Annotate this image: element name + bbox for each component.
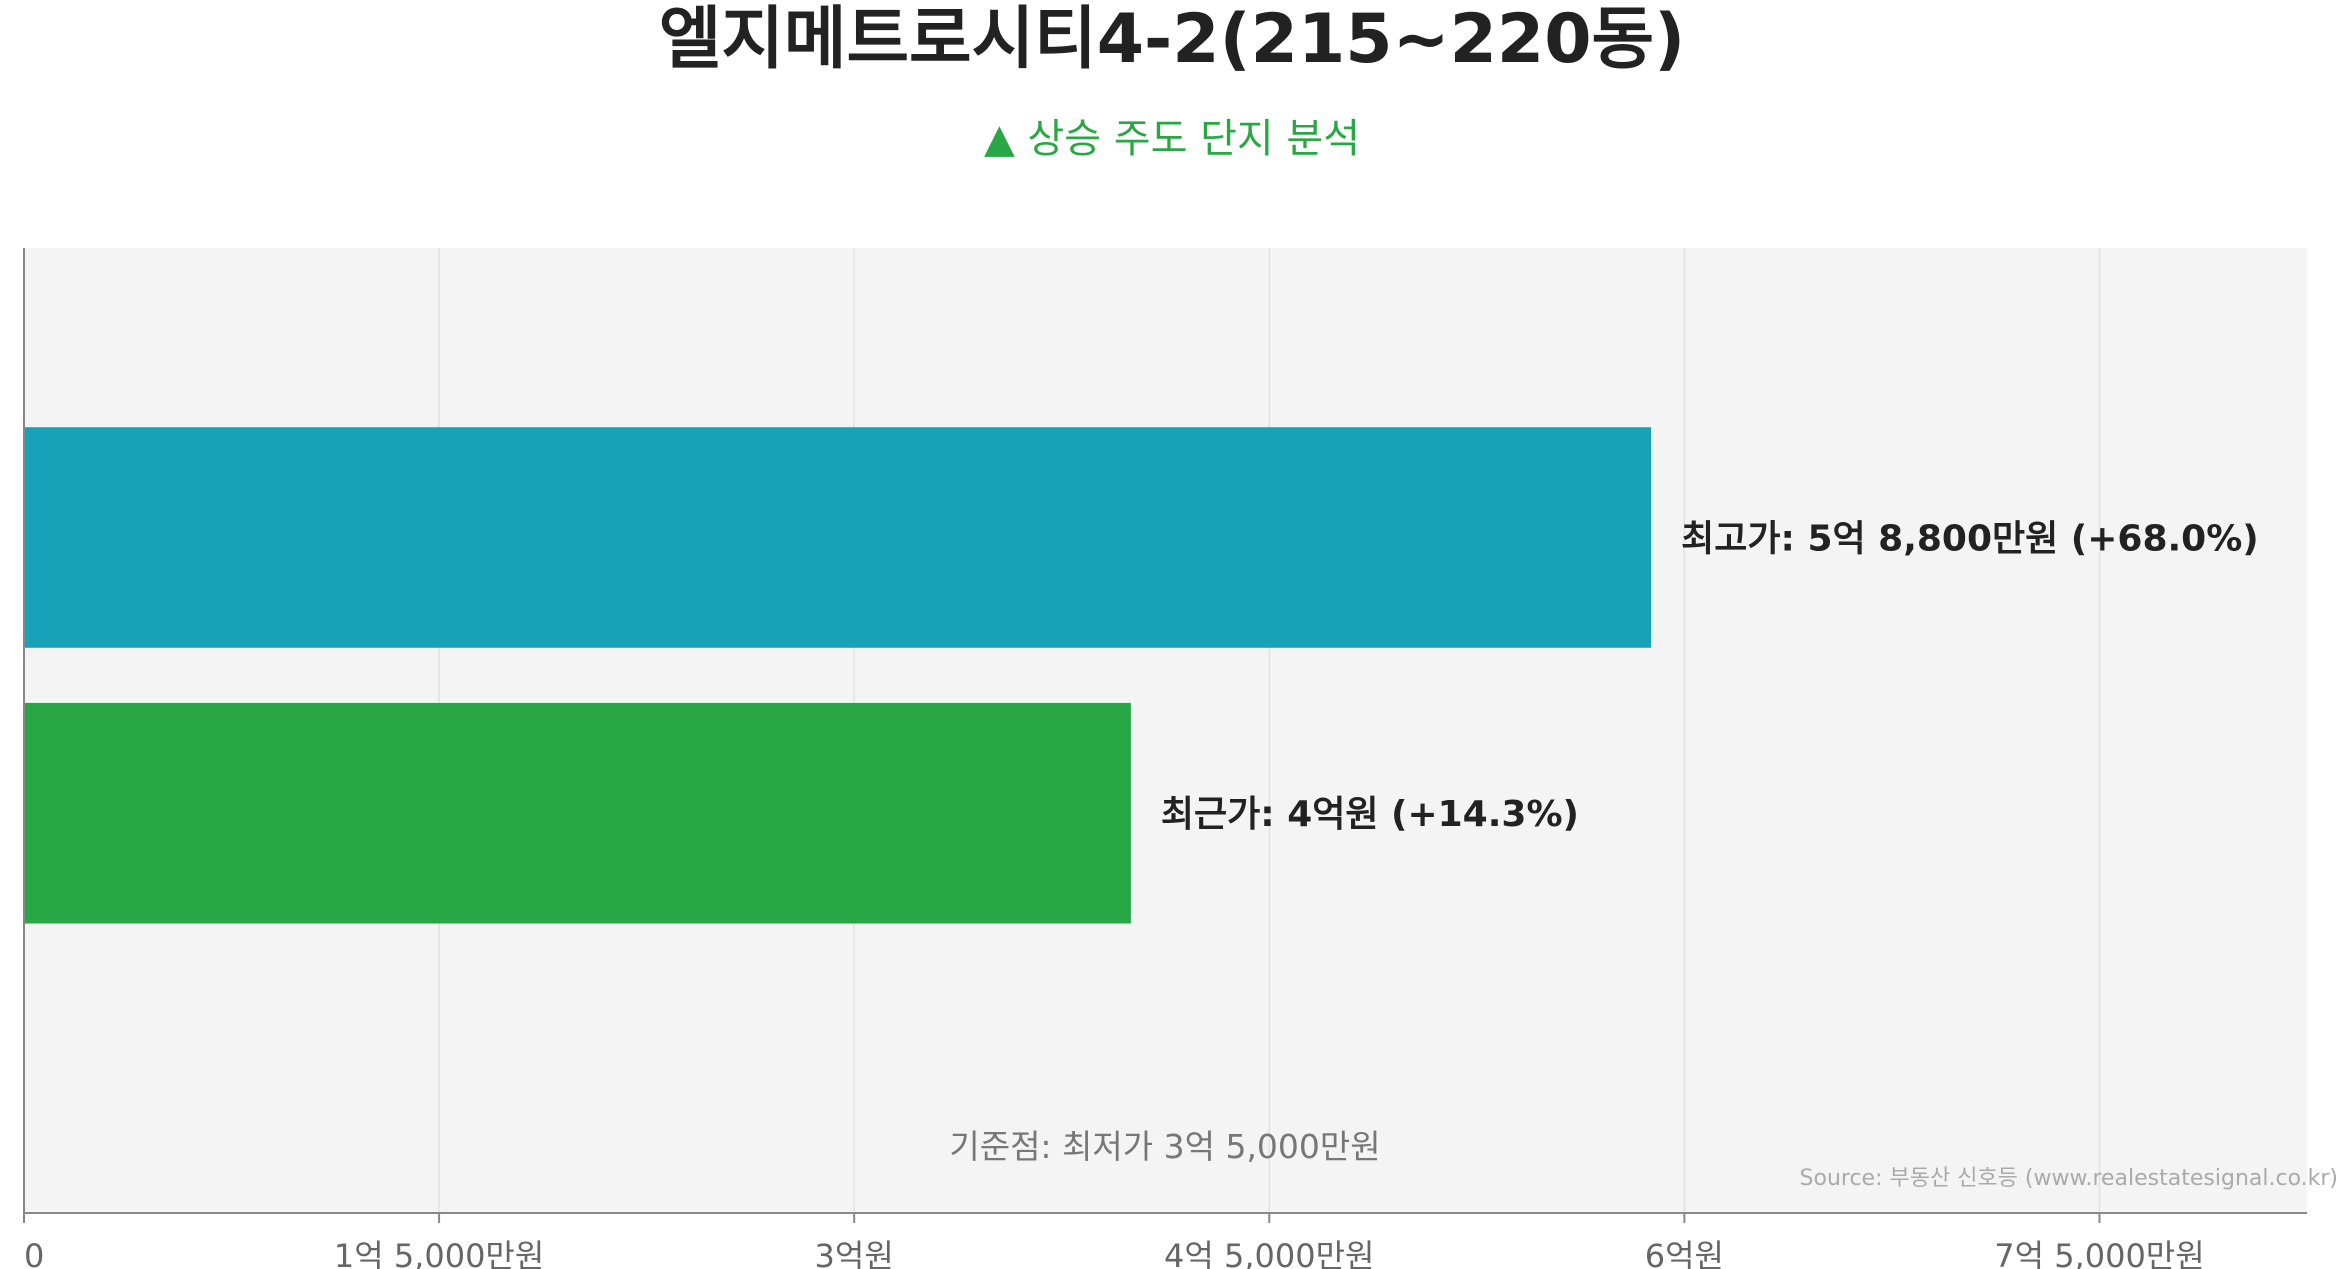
chart-subtitle: ▲ 상승 주도 단지 분석 (984, 116, 1360, 162)
x-tick-label: 0 (24, 1237, 44, 1269)
bar-2 (24, 702, 1131, 924)
axes (23, 248, 2307, 1214)
bar-2-label: 최근가: 4억원 (+14.3%) (1161, 794, 1579, 835)
x-tick-label: 1억 5,000만원 (334, 1237, 544, 1269)
bars: 최고가: 5억 8,800만원 (+68.0%) 최근가: 4억원 (+14.3%… (24, 427, 2259, 924)
x-tick-label: 7억 5,000만원 (1994, 1237, 2204, 1269)
x-axis-ticks: 0 1억 5,000만원 3억원 4억 5,000만원 6억원 7억 5,000만원 (23, 1213, 2205, 1269)
baseline-note: 기준점: 최저가 3억 5,000만원 (949, 1127, 1380, 1166)
bar-1 (24, 427, 1652, 648)
x-tick-label: 4억 5,000만원 (1164, 1237, 1374, 1269)
x-tick-label: 6억원 (1645, 1237, 1724, 1269)
bar-1-label: 최고가: 5억 8,800만원 (+68.0%) (1681, 519, 2259, 560)
source-credit: Source: 부동산 신호등 (www.realestatesignal.co… (1800, 1166, 2338, 1191)
x-tick-label: 3억원 (815, 1237, 894, 1269)
chart-title: 엘지메트로시티4-2(215~220동) (659, 0, 1685, 79)
